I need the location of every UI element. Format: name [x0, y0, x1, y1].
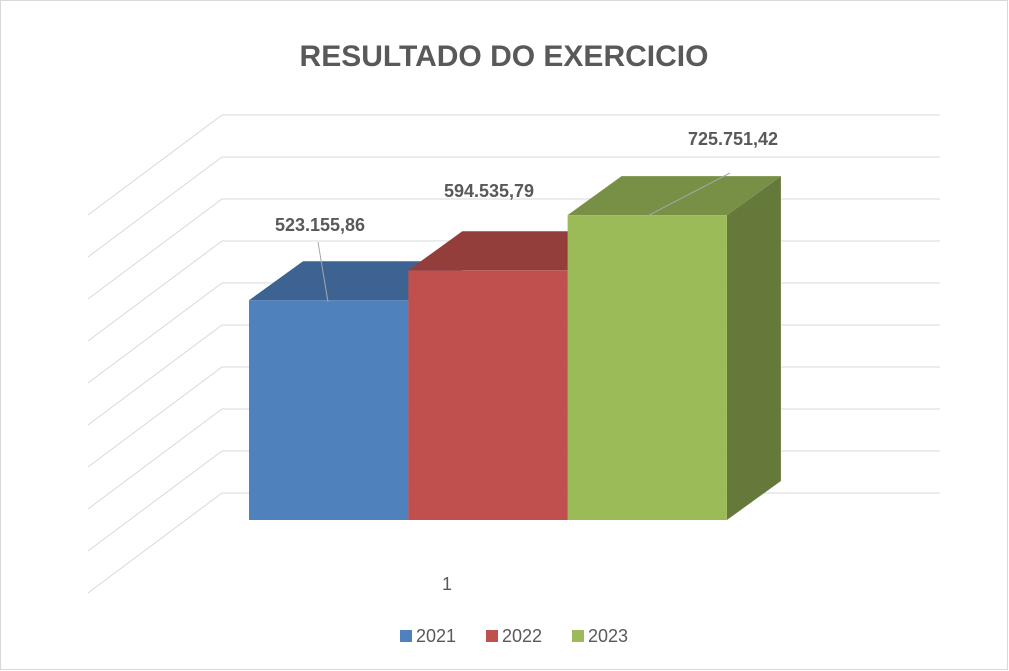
- leader-line: [644, 172, 731, 218]
- legend-label: 2022: [502, 626, 542, 646]
- data-label: 523.155,86: [275, 215, 365, 235]
- data-label: 725.751,42: [688, 129, 778, 149]
- grid-line: [87, 114, 940, 216]
- legend-swatch: [486, 630, 498, 642]
- legend-label: 2021: [416, 626, 456, 646]
- leader-line: [317, 241, 329, 303]
- bar: [567, 215, 727, 521]
- bar: [408, 270, 568, 520]
- grid-line: [87, 156, 940, 258]
- legend-label: 2023: [588, 626, 628, 646]
- bar-side: [726, 176, 781, 521]
- chart-title: RESULTADO DO EXERCICIO: [300, 40, 709, 73]
- x-tick-label: 1: [442, 574, 452, 594]
- data-label: 594.535,79: [444, 181, 534, 201]
- legend-swatch: [572, 630, 584, 642]
- bar-top: [567, 176, 781, 216]
- legend-swatch: [400, 630, 412, 642]
- bar: [249, 300, 409, 520]
